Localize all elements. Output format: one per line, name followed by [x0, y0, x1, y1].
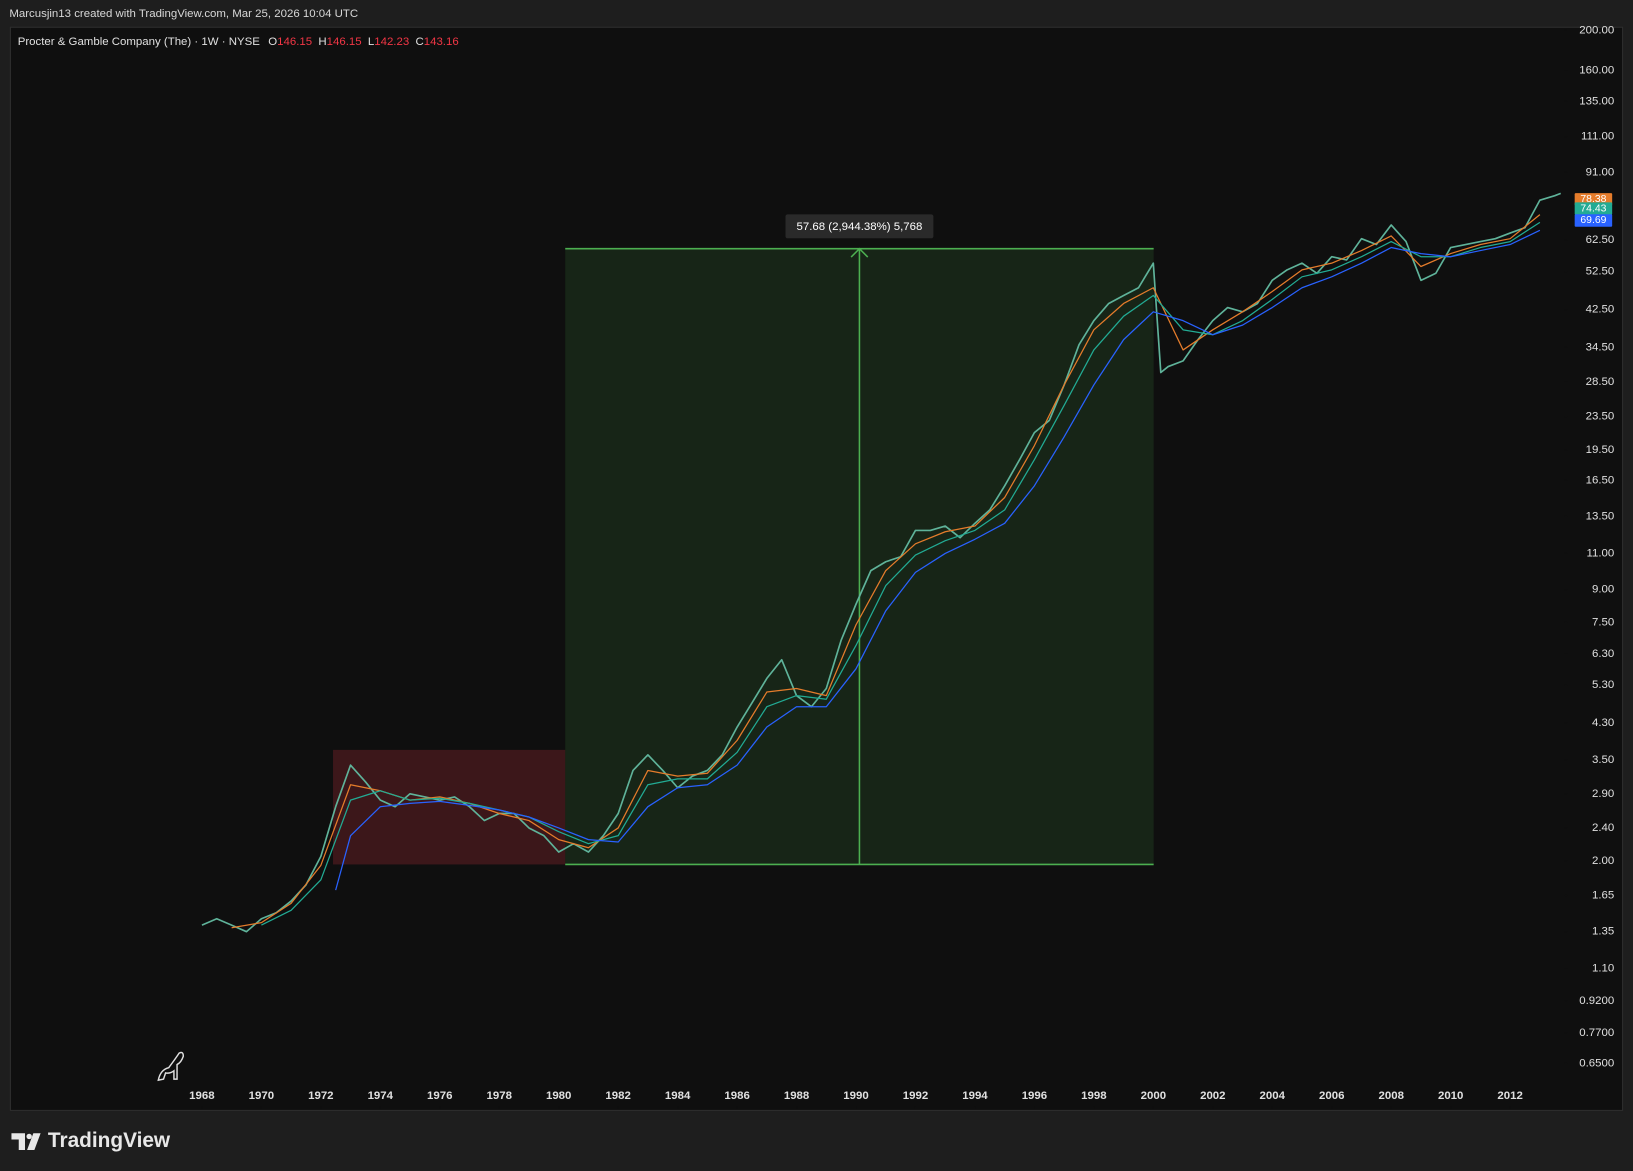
brand-name: TradingView [48, 1129, 171, 1152]
x-tick-label: 2000 [1141, 1090, 1166, 1102]
x-tick-label: 2004 [1260, 1090, 1286, 1102]
ohlc-label: H [318, 36, 326, 48]
x-tick-label: 2002 [1200, 1090, 1225, 1102]
symbol: Procter & Gamble Company (The) · 1W · NY… [18, 36, 261, 48]
y-tick-label: 0.9200 [1579, 995, 1614, 1007]
y-tick-label: 135.00 [1579, 95, 1614, 107]
y-tick-label: 160.00 [1579, 65, 1614, 77]
plot [201, 192, 1562, 933]
y-tick-label: 200.00 [1579, 24, 1614, 36]
y-tick-label: 62.50 [1586, 234, 1615, 246]
x-tick-label: 2006 [1319, 1090, 1344, 1102]
ohlc-value: 143.16 [424, 36, 459, 48]
x-tick-label: 1990 [843, 1090, 868, 1102]
chart-panel [9, 26, 1624, 1111]
y-tick-label: 1.10 [1592, 963, 1614, 975]
x-tick-label: 1998 [1081, 1090, 1107, 1102]
credit: Marcusjin13 created with TradingView.com… [9, 8, 358, 20]
ohlc-label: L [368, 36, 374, 48]
y-tick-label: 1.65 [1592, 890, 1614, 902]
moving-average [231, 214, 1541, 929]
y-tick-label: 5.30 [1592, 679, 1614, 691]
y-tick-label: 2.90 [1592, 788, 1614, 800]
y-tick-label: 2.00 [1592, 855, 1614, 867]
y-tick-label: 7.50 [1592, 617, 1614, 629]
y-tick-label: 0.6500 [1579, 1058, 1614, 1070]
ohlc-label: C [415, 36, 423, 48]
y-tick-label: 91.00 [1586, 166, 1615, 178]
y-tick-label: 2.40 [1592, 822, 1614, 834]
y-tick-label: 13.50 [1586, 511, 1615, 523]
logo-dot [26, 1133, 32, 1140]
ohlc-value: 146.15 [327, 36, 362, 48]
x-tick-label: 1988 [784, 1090, 810, 1102]
x-tick-label: 1974 [368, 1090, 394, 1102]
y-tick-label: 16.50 [1586, 474, 1615, 486]
y-tick-label: 0.7700 [1579, 1027, 1614, 1039]
y-tick-label: 28.50 [1586, 376, 1615, 388]
range-box [333, 749, 566, 865]
brand-logo: TradingView [11, 1129, 171, 1152]
y-tick-label: 6.30 [1592, 648, 1614, 660]
measure-arrowhead [850, 247, 869, 258]
y-tick-label: 23.50 [1586, 411, 1615, 423]
x-tick-label: 1994 [962, 1090, 988, 1102]
y-tick-label: 9.00 [1592, 584, 1614, 596]
price-label: 69.69 [1580, 215, 1606, 226]
x-tick-label: 1976 [427, 1090, 452, 1102]
ohlc-value: 142.23 [374, 36, 409, 48]
y-tick-label: 11.00 [1586, 547, 1614, 559]
ohlc-value: 146.15 [277, 36, 312, 48]
y-tick-label: 42.50 [1586, 304, 1615, 316]
price-label: 74.43 [1580, 203, 1606, 214]
y-tick-label: 19.50 [1586, 444, 1615, 456]
price-label-box [1574, 214, 1613, 227]
y-tick-label: 3.50 [1592, 754, 1614, 766]
dino-icon [157, 1051, 185, 1082]
x-tick-label: 1992 [903, 1090, 928, 1102]
x-tick-label: 1968 [189, 1090, 215, 1102]
price-label-box [1574, 202, 1613, 215]
x-tick-label: 2008 [1378, 1090, 1404, 1102]
x-tick-label: 1984 [665, 1090, 691, 1102]
legend: Procter & Gamble Company (The) · 1W · NY… [18, 36, 459, 48]
y-tick-label: 4.30 [1592, 717, 1614, 729]
price-label: 78.38 [1580, 194, 1606, 205]
measure-label-box [785, 214, 934, 239]
x-tick-label: 1980 [546, 1090, 571, 1102]
y-tick-label: 1.35 [1592, 926, 1614, 938]
x-tick-label: 2010 [1438, 1090, 1463, 1102]
ohlc-label: O [268, 36, 277, 48]
x-tick-label: 1978 [486, 1090, 512, 1102]
measure-label: 57.68 (2,944.38%) 5,768 [796, 221, 922, 233]
y-tick-label: 52.50 [1586, 266, 1615, 278]
logo-mark [11, 1133, 41, 1150]
y-tick-label: 34.50 [1586, 341, 1615, 353]
x-tick-label: 1996 [1022, 1090, 1047, 1102]
x-tick-label: 1986 [724, 1090, 749, 1102]
x-tick-label: 1972 [308, 1090, 333, 1102]
moving-average [335, 229, 1541, 891]
x-tick-label: 2012 [1497, 1090, 1522, 1102]
axes: 200.00 160.00 135.00 111.00 91.00 62.50 52.50 4… [189, 24, 1615, 1110]
x-tick-label: 1970 [249, 1090, 274, 1102]
moving-average [261, 221, 1541, 926]
y-tick-label: 111.00 [1581, 131, 1614, 143]
x-tick-label: 1982 [605, 1090, 630, 1102]
